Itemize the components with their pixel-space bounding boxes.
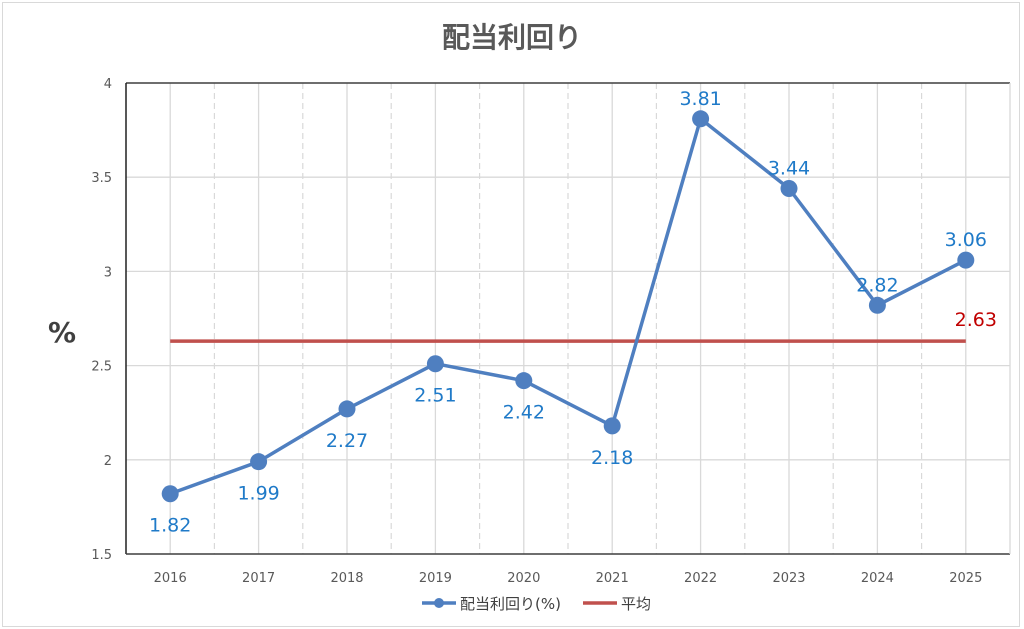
y-tick-label: 2.5 (91, 360, 112, 375)
chart-title: 配当利回り (442, 21, 582, 54)
data-point (515, 372, 533, 390)
y-axis-label: % (48, 316, 76, 349)
data-point (780, 180, 798, 198)
y-tick-label: 3 (104, 265, 112, 280)
data-point (603, 417, 621, 435)
x-tick-label: 2019 (419, 571, 452, 586)
x-tick-label: 2023 (772, 571, 805, 586)
x-tick-label: 2021 (596, 571, 629, 586)
x-tick-label: 2018 (330, 571, 363, 586)
data-label: 3.81 (679, 88, 721, 110)
average-data-label: 2.63 (955, 309, 997, 331)
data-point (957, 251, 975, 269)
x-tick-label: 2017 (242, 571, 275, 586)
data-label: 2.82 (856, 274, 898, 296)
data-label: 1.99 (237, 483, 279, 505)
y-tick-label: 3.5 (91, 171, 112, 186)
data-label: 3.44 (768, 158, 810, 180)
legend-average-label: 平均 (621, 595, 651, 613)
y-tick-label: 1.5 (91, 548, 112, 563)
data-label: 2.51 (414, 385, 456, 407)
data-label: 2.18 (591, 447, 633, 469)
data-point (161, 485, 179, 503)
data-label: 1.82 (149, 515, 191, 537)
x-tick-label: 2016 (154, 571, 187, 586)
data-label: 2.42 (503, 402, 545, 424)
x-tick-label: 2020 (507, 571, 540, 586)
x-tick-label: 2022 (684, 571, 717, 586)
data-point (692, 110, 710, 128)
data-label: 3.06 (945, 229, 987, 251)
y-tick-label: 4 (104, 77, 112, 92)
legend-series-marker (434, 598, 444, 608)
x-tick-label: 2024 (861, 571, 894, 586)
legend-series-label: 配当利回り(%) (460, 595, 561, 613)
data-point (868, 296, 886, 314)
data-point (338, 400, 356, 418)
data-point (426, 355, 444, 373)
series-line (169, 117, 967, 496)
data-label: 2.27 (326, 430, 368, 452)
y-tick-label: 2 (104, 454, 112, 469)
data-point (250, 453, 268, 471)
x-tick-label: 2025 (949, 571, 982, 586)
